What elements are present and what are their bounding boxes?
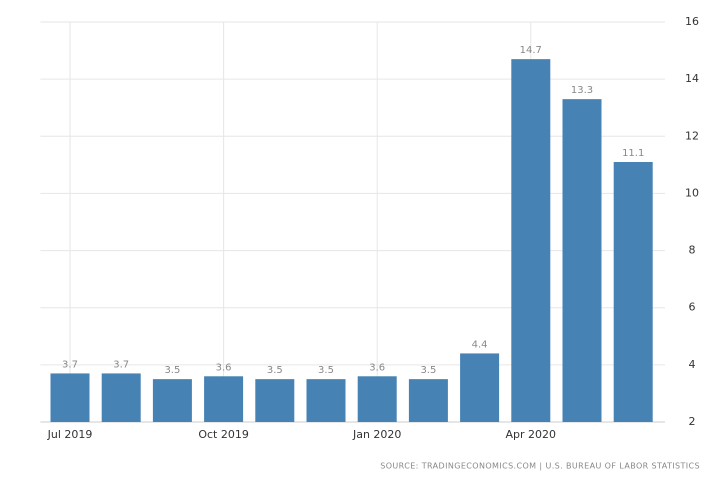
value-label: 11.1 [622, 148, 644, 159]
bar [101, 373, 141, 422]
x-tick-label: Jul 2019 [47, 428, 93, 441]
bar [613, 162, 653, 422]
y-tick-label: 2 [689, 415, 696, 428]
x-tick-label: Jan 2020 [352, 428, 401, 441]
value-label: 3.6 [216, 362, 232, 373]
y-tick-label: 16 [685, 15, 699, 28]
y-tick-label: 10 [685, 186, 699, 199]
value-label: 3.5 [420, 365, 436, 376]
y-tick-label: 14 [685, 72, 699, 85]
value-label: 3.5 [267, 365, 283, 376]
value-label: 4.4 [472, 339, 488, 350]
bar [460, 353, 500, 422]
y-tick-label: 12 [685, 129, 699, 142]
value-label: 3.7 [113, 359, 129, 370]
value-label: 14.7 [520, 45, 542, 56]
value-label: 3.5 [164, 365, 180, 376]
x-tick-label: Apr 2020 [506, 428, 557, 441]
value-label: 3.6 [369, 362, 385, 373]
bar [255, 379, 295, 422]
bar [152, 379, 192, 422]
y-tick-label: 8 [689, 244, 696, 257]
value-label: 13.3 [571, 85, 593, 96]
bar [562, 99, 602, 423]
y-tick-label: 6 [689, 301, 696, 314]
value-label: 3.5 [318, 365, 334, 376]
bar [306, 379, 346, 422]
bar [511, 59, 551, 423]
value-label: 3.7 [62, 359, 78, 370]
bar [204, 376, 244, 422]
bar [408, 379, 448, 422]
bar [50, 373, 90, 422]
bar [357, 376, 397, 422]
y-tick-label: 4 [689, 358, 696, 371]
x-tick-label: Oct 2019 [198, 428, 249, 441]
source-note: SOURCE: TRADINGECONOMICS.COM | U.S. BURE… [380, 462, 700, 471]
